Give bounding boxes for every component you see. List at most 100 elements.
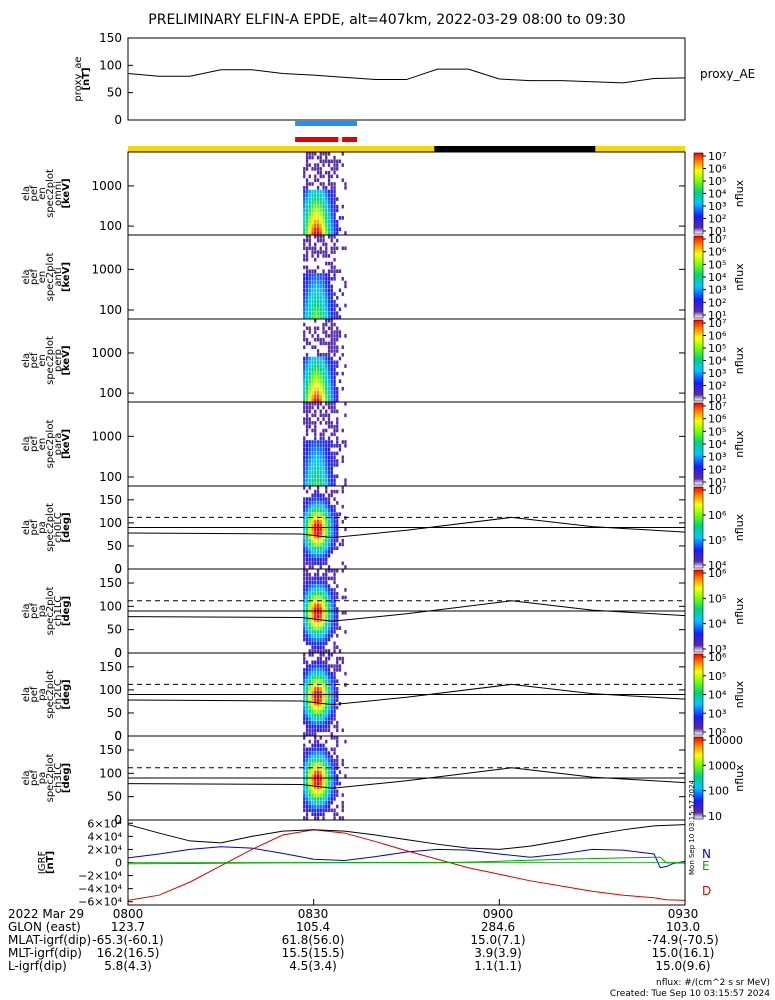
colorbar [693, 486, 704, 569]
spectrogram-cell [311, 630, 314, 634]
spectrogram-cell [327, 319, 331, 323]
spectrogram-cell [341, 728, 344, 733]
spectrogram-cell [311, 246, 314, 251]
spectrogram-cell [327, 307, 331, 312]
spectrogram-cell [333, 702, 336, 706]
spectrogram-cell [311, 611, 314, 615]
spectrogram-cell [305, 379, 309, 383]
spectrogram-cell [308, 561, 311, 566]
spectrogram-cell [303, 622, 306, 627]
spectrogram-cell [308, 299, 311, 304]
spectrogram-cell [316, 516, 320, 520]
spectrogram-cell [322, 383, 325, 387]
spectrogram-cell [333, 717, 336, 721]
y-tick-label: 0 [114, 646, 122, 660]
spectrogram-cell [333, 523, 336, 528]
spectrogram-cell [308, 501, 311, 505]
spectrogram-cell [308, 713, 311, 717]
spectrogram-cell [336, 705, 339, 710]
spectrogram-cell [327, 182, 331, 186]
spectrogram-cell [319, 576, 322, 581]
spectrogram-cell [333, 591, 336, 596]
spectrogram-cell [305, 675, 309, 680]
spectrogram-cell [327, 523, 331, 528]
spectrogram-cell [330, 493, 333, 498]
spectrogram-cell [305, 630, 309, 634]
spectrogram-cell [311, 664, 314, 668]
spectrogram-cell [330, 402, 333, 406]
spectrogram-cell [314, 432, 317, 437]
spectrogram-cell [316, 227, 320, 232]
spectrogram-cell [330, 709, 333, 714]
spectrogram-cell [330, 405, 333, 410]
spectrogram-cell [338, 269, 342, 273]
spectrogram-cell [338, 656, 342, 661]
spectrogram-cell [314, 546, 317, 550]
spectrogram-cell [308, 383, 311, 387]
spectrogram-cell [319, 201, 322, 205]
spectrogram-cell [314, 440, 317, 444]
spectrogram-cell [319, 375, 322, 380]
y-tick-label: 50 [107, 539, 122, 553]
spectrogram-cell [308, 766, 311, 771]
spectrogram-cell [316, 466, 320, 471]
spectrogram-cell [314, 474, 317, 479]
spectrogram-cell [325, 478, 328, 482]
spectrogram-cell [325, 277, 328, 281]
spectrogram-cell [322, 273, 325, 277]
spectrogram-cell [330, 216, 333, 220]
spectrogram-cell [319, 789, 322, 794]
spectrogram-cell [308, 303, 311, 308]
spectrogram-cell [311, 675, 314, 680]
spectrogram-cell [316, 353, 320, 357]
spectrogram-cell [333, 204, 336, 209]
y-axis-label-line: pef [29, 436, 40, 453]
spectrogram-cell [333, 599, 336, 604]
spectrogram-cell [325, 466, 328, 471]
spectrogram-cell [303, 630, 306, 634]
spectrogram-cell [327, 789, 331, 794]
spectrogram-cell [327, 326, 331, 331]
spectrogram-cell [330, 299, 333, 304]
spectrogram-cell [303, 698, 306, 702]
spectrogram-cell [316, 751, 320, 755]
spectrogram-cell [311, 269, 314, 273]
spectrogram-cell [314, 394, 317, 399]
spectrogram-cell [336, 459, 339, 463]
spectrogram-cell [319, 637, 322, 642]
spectrogram-cell [322, 603, 325, 607]
spectrogram-cell [336, 451, 339, 456]
spectrogram-cell [305, 512, 309, 516]
spectrogram-cell [330, 296, 333, 300]
spectrogram-cell [330, 375, 333, 380]
spectrogram-cell [325, 698, 328, 702]
spectrogram-cell [316, 486, 320, 490]
spectrogram-cell [327, 341, 331, 346]
spectrogram-cell [305, 781, 309, 786]
spectrogram-cell [333, 463, 336, 467]
spectrogram-cell [316, 789, 320, 794]
spectrogram-cell [333, 572, 336, 577]
igrf-ylabel: IGRF[nT] [37, 851, 56, 875]
spectrogram-cell [327, 223, 331, 228]
spectrogram-cell [308, 793, 311, 797]
spectrogram-cell [316, 197, 320, 201]
spectrogram-cell [303, 778, 306, 782]
spectrogram-cell [325, 353, 328, 357]
spectrogram-cell [341, 386, 344, 391]
spectrogram-cell [305, 713, 309, 717]
spectrogram-cell [333, 588, 336, 592]
spectrogram-cell [311, 292, 314, 296]
spectrogram-cell [314, 732, 317, 736]
spectrogram-cell [327, 751, 331, 755]
spectrogram-cell [314, 424, 317, 429]
spectrogram-cell [322, 238, 325, 243]
spectrogram-cell [308, 709, 311, 714]
spectrogram-cell [330, 797, 333, 801]
spectrogram-cell [325, 523, 328, 528]
spectrogram-cell [305, 679, 309, 683]
spectrogram-cell [314, 557, 317, 562]
spectrogram-cell [303, 520, 306, 524]
spectrogram-cell [322, 292, 325, 296]
spectrogram-cell [336, 668, 339, 672]
